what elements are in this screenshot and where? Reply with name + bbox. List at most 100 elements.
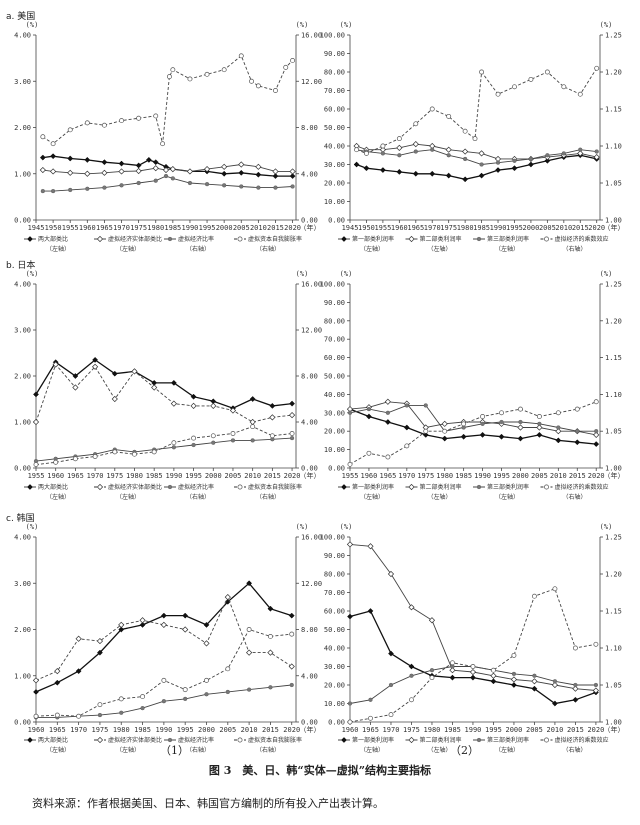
data-point (151, 384, 158, 391)
data-point (119, 183, 124, 188)
data-point (527, 161, 534, 168)
data-point (221, 67, 227, 73)
data-point (40, 134, 46, 140)
data-point (204, 71, 210, 77)
data-point (92, 356, 99, 363)
x-tick-label: 1975 (440, 224, 457, 232)
x-tick-label: 1960 (361, 472, 378, 480)
data-point (578, 147, 583, 152)
data-point (72, 384, 79, 391)
data-point (536, 424, 543, 431)
figure-source: 资料来源：作者根据美国、日本、韩国官方编制的所有投入产出表计算。 (32, 797, 384, 810)
data-point (446, 113, 452, 119)
data-point (368, 697, 373, 702)
x-tick-label: 2010 (555, 224, 572, 232)
unit-label-right: (%) (600, 523, 613, 531)
x-tick-label: 2000 (506, 726, 523, 734)
data-point (54, 679, 61, 686)
legend: 两大部类比 （左轴） 虚拟经济实体部类比 （左轴） 虚拟经济比率 （右轴） 虚拟资本自我膨胀… (24, 736, 302, 754)
data-point (101, 159, 108, 166)
data-point (221, 163, 228, 170)
x-tick-label: 1970 (87, 472, 104, 480)
x-tick-label: 1995 (177, 726, 194, 734)
series-2 (32, 594, 295, 684)
data-point (268, 685, 273, 690)
data-point (594, 429, 599, 434)
data-point (404, 403, 409, 408)
y-tick-label-right: 1.20 (605, 317, 622, 325)
legend-label: 虚拟经济实体部类比 (108, 736, 162, 744)
data-point (499, 419, 504, 425)
data-point (551, 681, 559, 689)
legend-axis-label: （右轴） (563, 746, 587, 754)
series-2 (346, 398, 600, 438)
y-tick-label-left: 2.00 (14, 124, 31, 132)
data-point (170, 400, 177, 407)
data-point (479, 162, 484, 167)
x-tick-label: 1980 (147, 224, 164, 232)
data-point (593, 431, 600, 438)
data-point (290, 184, 295, 189)
data-point (510, 676, 518, 683)
data-point (118, 621, 125, 628)
data-point (517, 435, 524, 442)
legend-label: 第三部类利润率 (487, 483, 529, 491)
legend-axis-label: （左轴） (495, 245, 519, 253)
legend-label: 两大部类比 (38, 736, 68, 744)
x-tick-label: 1980 (424, 726, 441, 734)
y-tick-label-right: 1.15 (605, 608, 622, 616)
data-point (139, 621, 146, 628)
x-tick-label: 1960 (47, 472, 64, 480)
legend-axis-label: （左轴） (495, 746, 519, 754)
y-tick-label-left: 1.00 (14, 170, 31, 178)
x-tick-label: 1945 (28, 224, 45, 232)
series-1 (347, 406, 600, 448)
data-point (536, 414, 542, 419)
data-point (289, 631, 295, 637)
data-point (384, 398, 391, 405)
y-tick-label-right: 0.00 (301, 217, 318, 225)
data-point (403, 424, 410, 431)
data-point (50, 141, 56, 147)
data-point (204, 677, 209, 683)
data-point (366, 450, 372, 456)
x-tick-label: 2020 (283, 726, 300, 734)
legend-axis-label: （左轴） (428, 493, 452, 501)
y-tick-label-left: 100.00 (320, 534, 345, 542)
data-point (490, 667, 496, 673)
x-tick-label: 1990 (165, 472, 182, 480)
y-tick-label-left: 70.00 (324, 589, 345, 597)
series-3 (33, 682, 294, 720)
data-point (135, 167, 142, 175)
x-tick-label: 2015 (569, 472, 586, 480)
data-point (153, 113, 159, 119)
x-tick-label: 1980 (126, 472, 143, 480)
data-point (385, 410, 390, 415)
y-tick-label-left: 20.00 (324, 682, 345, 690)
x-tick-label: 1995 (185, 472, 202, 480)
legend-marker (408, 483, 415, 491)
legend-label: 虚拟经济实体部类比 (108, 235, 162, 243)
data-point (470, 664, 476, 669)
data-point (290, 57, 296, 63)
unit-label-left: (%) (340, 21, 353, 29)
data-point (498, 433, 505, 440)
panel-title: a. 美国 (6, 10, 35, 22)
legend: 第一部类利润率 （左轴） 第二部类利润率 （左轴） 第三部类利润率 （左轴） 虚拟经济的乘数… (338, 736, 609, 754)
data-point (347, 613, 353, 620)
legend-label: 虚拟经济实体部类比 (108, 483, 162, 491)
x-tick-label: 1975 (417, 472, 434, 480)
data-point (367, 608, 374, 614)
figure-caption: 图 3 美、日、韩“实体—虚拟”结构主要指标 (208, 764, 432, 777)
data-point (204, 692, 209, 697)
y-tick-label-left: 10.00 (324, 198, 345, 206)
unit-label-left: (%) (26, 523, 39, 531)
data-point (221, 170, 228, 177)
panel-jp-right: (%) (%) 0.00 10.00 20.00 30.00 40.00 50.00 60.00… (320, 270, 625, 501)
data-point (230, 438, 236, 443)
legend-marker (341, 484, 347, 490)
legend-marker (96, 235, 104, 243)
y-tick-label-left: 1.00 (14, 672, 31, 680)
data-point (429, 675, 435, 681)
data-point (52, 361, 59, 368)
